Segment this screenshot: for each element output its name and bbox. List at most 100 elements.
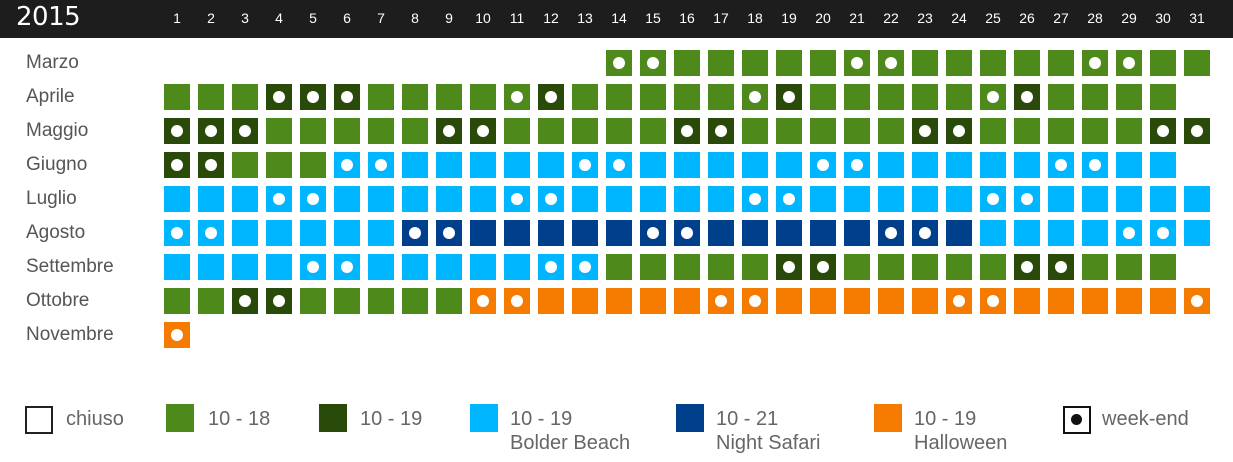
day-cell [810,50,836,76]
day-cell [572,84,598,110]
weekend-dot-icon [749,295,761,307]
weekend-dot-icon [953,295,965,307]
day-cell [1184,288,1210,314]
day-cell [980,84,1006,110]
weekend-dot-icon [987,295,999,307]
day-cell [334,152,360,178]
day-cell [436,152,462,178]
weekend-dot-icon [613,159,625,171]
day-cell [844,186,870,212]
weekend-dot-icon [545,193,557,205]
year-title: 2015 [16,2,81,32]
day-cell [1150,152,1176,178]
day-cell [640,254,666,280]
day-cell [946,152,972,178]
weekend-dot-icon [783,261,795,273]
day-number: 28 [1087,10,1103,26]
day-cell [470,152,496,178]
day-cell [266,118,292,144]
day-cell [402,118,428,144]
weekend-dot-icon [477,125,489,137]
weekend-dot-icon [239,295,251,307]
legend-orange-label: 10 - 19 [914,408,977,430]
day-cell [1082,254,1108,280]
legend-darkgreen-label: 10 - 19 [360,408,423,430]
day-cell [436,186,462,212]
day-cell [164,254,190,280]
month-label: Giugno [26,154,88,175]
day-cell [470,84,496,110]
weekend-dot-icon [341,261,353,273]
day-cell [436,254,462,280]
day-number: 5 [309,10,317,26]
weekend-dot-icon [1157,227,1169,239]
day-cell [980,152,1006,178]
weekend-dot-icon [579,261,591,273]
day-cell [1150,118,1176,144]
day-cell [708,288,734,314]
day-cell [436,118,462,144]
weekend-dot-icon [477,295,489,307]
day-cell [1048,118,1074,144]
day-cell [1116,50,1142,76]
day-cell [368,118,394,144]
day-cell [368,84,394,110]
day-cell [504,220,530,246]
day-cell [470,254,496,280]
header-bar: 2015 1 2 3 4 5 6 7 8 9 10 11 12 13 14 15 16 17 18 19 20 21 22… [0,0,1233,38]
day-number: 20 [815,10,831,26]
day-cell [844,254,870,280]
day-number: 2 [207,10,215,26]
day-cell [1014,254,1040,280]
day-number: 19 [781,10,797,26]
day-cell [606,254,632,280]
day-cell [232,288,258,314]
day-number: 1 [173,10,181,26]
day-number: 21 [849,10,865,26]
day-cell [640,220,666,246]
weekend-dot-icon [817,159,829,171]
day-cell [640,84,666,110]
day-cell [402,84,428,110]
day-cell [504,254,530,280]
day-cell [164,118,190,144]
legend-blue-label: 10 - 19 [510,408,573,430]
day-cell [980,186,1006,212]
weekend-dot-icon [205,159,217,171]
day-cell [198,254,224,280]
weekend-dot-icon [919,125,931,137]
day-number: 15 [645,10,661,26]
day-cell [878,118,904,144]
weekend-dot-icon [307,91,319,103]
weekend-dot-icon [1089,159,1101,171]
weekend-dot-icon [171,329,183,341]
day-cell [810,186,836,212]
day-cell [606,220,632,246]
day-cell [266,84,292,110]
day-cell [504,186,530,212]
weekend-dot-icon [851,57,863,69]
legend-green-swatch [166,404,194,432]
day-cell [1048,152,1074,178]
day-cell [878,50,904,76]
day-cell [742,186,768,212]
day-cell [1048,50,1074,76]
day-cell [606,50,632,76]
day-cell [742,84,768,110]
day-cell [538,288,564,314]
day-cell [708,220,734,246]
day-cell [776,288,802,314]
day-cell [232,84,258,110]
day-cell [844,50,870,76]
legend-blue-swatch [470,404,498,432]
day-cell [912,220,938,246]
weekend-dot-icon [341,159,353,171]
day-cell [1014,118,1040,144]
day-cell [334,84,360,110]
day-cell [912,254,938,280]
day-cell [266,186,292,212]
month-label: Marzo [26,52,79,73]
day-cell [232,186,258,212]
weekend-dot-icon [715,125,727,137]
day-cell [946,118,972,144]
